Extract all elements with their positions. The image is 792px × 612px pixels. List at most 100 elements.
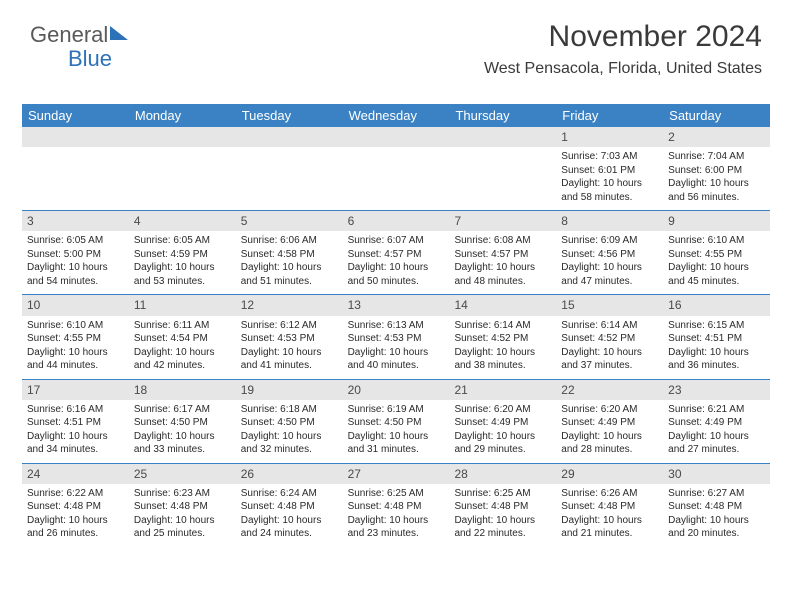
day-info-line: Sunrise: 6:08 AM: [454, 234, 551, 248]
day-info-line: Sunset: 4:57 PM: [454, 248, 551, 262]
day-info-line: and 53 minutes.: [134, 275, 231, 289]
weekday-header-row: SundayMondayTuesdayWednesdayThursdayFrid…: [22, 104, 770, 127]
calendar-week: 17Sunrise: 6:16 AMSunset: 4:51 PMDayligh…: [22, 379, 770, 463]
day-number: 9: [663, 211, 770, 231]
calendar-week: 1Sunrise: 7:03 AMSunset: 6:01 PMDaylight…: [22, 127, 770, 210]
day-info-line: Sunrise: 6:06 AM: [241, 234, 338, 248]
day-number: 4: [129, 211, 236, 231]
day-info-line: Daylight: 10 hours: [134, 430, 231, 444]
day-info-line: and 21 minutes.: [561, 527, 658, 541]
calendar-day: 5Sunrise: 6:06 AMSunset: 4:58 PMDaylight…: [236, 211, 343, 294]
day-info-line: Sunrise: 6:14 AM: [454, 319, 551, 333]
logo-text-general: General: [30, 22, 108, 48]
calendar-day: 30Sunrise: 6:27 AMSunset: 4:48 PMDayligh…: [663, 464, 770, 547]
day-info-line: and 23 minutes.: [348, 527, 445, 541]
day-info-line: Sunrise: 6:13 AM: [348, 319, 445, 333]
day-info-line: Daylight: 10 hours: [241, 430, 338, 444]
day-number: 19: [236, 380, 343, 400]
day-number: 13: [343, 295, 450, 315]
day-info-line: Daylight: 10 hours: [668, 346, 765, 360]
day-info-line: Daylight: 10 hours: [348, 346, 445, 360]
day-info-line: Sunset: 6:00 PM: [668, 164, 765, 178]
day-info-line: Daylight: 10 hours: [241, 346, 338, 360]
day-number: [343, 127, 450, 147]
day-info-line: Sunset: 4:49 PM: [454, 416, 551, 430]
logo-text-blue: Blue: [68, 46, 112, 72]
day-info-line: Daylight: 10 hours: [668, 514, 765, 528]
day-info-line: and 56 minutes.: [668, 191, 765, 205]
calendar-day: 20Sunrise: 6:19 AMSunset: 4:50 PMDayligh…: [343, 380, 450, 463]
day-info-line: Sunset: 4:48 PM: [561, 500, 658, 514]
day-number: 23: [663, 380, 770, 400]
day-info-line: Sunrise: 6:21 AM: [668, 403, 765, 417]
day-info-line: and 42 minutes.: [134, 359, 231, 373]
day-info-line: Sunset: 4:50 PM: [348, 416, 445, 430]
day-info-line: Sunset: 5:00 PM: [27, 248, 124, 262]
day-info-line: Daylight: 10 hours: [134, 514, 231, 528]
calendar-day: 22Sunrise: 6:20 AMSunset: 4:49 PMDayligh…: [556, 380, 663, 463]
day-info-line: Sunrise: 6:25 AM: [348, 487, 445, 501]
calendar-day: 4Sunrise: 6:05 AMSunset: 4:59 PMDaylight…: [129, 211, 236, 294]
day-info-line: and 51 minutes.: [241, 275, 338, 289]
title-location: West Pensacola, Florida, United States: [484, 60, 762, 78]
day-info-line: Sunset: 4:51 PM: [668, 332, 765, 346]
day-info-line: and 33 minutes.: [134, 443, 231, 457]
calendar-day: 26Sunrise: 6:24 AMSunset: 4:48 PMDayligh…: [236, 464, 343, 547]
calendar-week: 3Sunrise: 6:05 AMSunset: 5:00 PMDaylight…: [22, 210, 770, 294]
weekday-header: Tuesday: [236, 104, 343, 127]
day-info-line: Sunrise: 6:23 AM: [134, 487, 231, 501]
day-info-line: Sunset: 4:51 PM: [27, 416, 124, 430]
day-number: 1: [556, 127, 663, 147]
calendar-day: 27Sunrise: 6:25 AMSunset: 4:48 PMDayligh…: [343, 464, 450, 547]
weekday-header: Saturday: [663, 104, 770, 127]
day-info-line: Sunset: 4:48 PM: [668, 500, 765, 514]
calendar-day: [343, 127, 450, 210]
day-info-line: and 44 minutes.: [27, 359, 124, 373]
day-info-line: Daylight: 10 hours: [27, 514, 124, 528]
day-info-line: Sunset: 4:52 PM: [561, 332, 658, 346]
day-info-line: Sunrise: 6:20 AM: [454, 403, 551, 417]
weekday-header: Thursday: [449, 104, 556, 127]
day-info-line: Sunrise: 6:20 AM: [561, 403, 658, 417]
weekday-header: Sunday: [22, 104, 129, 127]
day-info-line: Daylight: 10 hours: [241, 514, 338, 528]
day-info-line: Sunrise: 6:11 AM: [134, 319, 231, 333]
day-info-line: Sunrise: 6:17 AM: [134, 403, 231, 417]
day-number: 2: [663, 127, 770, 147]
day-info-line: and 25 minutes.: [134, 527, 231, 541]
day-info-line: Sunrise: 6:18 AM: [241, 403, 338, 417]
day-number: 6: [343, 211, 450, 231]
day-info-line: Sunrise: 6:19 AM: [348, 403, 445, 417]
day-info-line: Sunrise: 6:22 AM: [27, 487, 124, 501]
day-info-line: Sunset: 4:59 PM: [134, 248, 231, 262]
day-info-line: Sunset: 4:58 PM: [241, 248, 338, 262]
day-info-line: and 20 minutes.: [668, 527, 765, 541]
day-info-line: Daylight: 10 hours: [454, 261, 551, 275]
calendar-day: 3Sunrise: 6:05 AMSunset: 5:00 PMDaylight…: [22, 211, 129, 294]
day-info-line: Sunrise: 6:09 AM: [561, 234, 658, 248]
day-info-line: Daylight: 10 hours: [668, 261, 765, 275]
day-number: 26: [236, 464, 343, 484]
day-info-line: Sunrise: 6:16 AM: [27, 403, 124, 417]
day-info-line: and 40 minutes.: [348, 359, 445, 373]
calendar-day: 21Sunrise: 6:20 AMSunset: 4:49 PMDayligh…: [449, 380, 556, 463]
day-number: 3: [22, 211, 129, 231]
calendar-week: 10Sunrise: 6:10 AMSunset: 4:55 PMDayligh…: [22, 294, 770, 378]
calendar-day: 25Sunrise: 6:23 AMSunset: 4:48 PMDayligh…: [129, 464, 236, 547]
day-info-line: and 38 minutes.: [454, 359, 551, 373]
calendar-day: 8Sunrise: 6:09 AMSunset: 4:56 PMDaylight…: [556, 211, 663, 294]
calendar-day: 2Sunrise: 7:04 AMSunset: 6:00 PMDaylight…: [663, 127, 770, 210]
day-info-line: Sunset: 4:57 PM: [348, 248, 445, 262]
day-number: 27: [343, 464, 450, 484]
day-number: 15: [556, 295, 663, 315]
day-info-line: Sunrise: 6:14 AM: [561, 319, 658, 333]
day-number: 21: [449, 380, 556, 400]
calendar-day: 23Sunrise: 6:21 AMSunset: 4:49 PMDayligh…: [663, 380, 770, 463]
day-info-line: Sunset: 4:56 PM: [561, 248, 658, 262]
day-number: [22, 127, 129, 147]
calendar-day: 1Sunrise: 7:03 AMSunset: 6:01 PMDaylight…: [556, 127, 663, 210]
day-number: 16: [663, 295, 770, 315]
day-number: 10: [22, 295, 129, 315]
day-number: 14: [449, 295, 556, 315]
day-number: 11: [129, 295, 236, 315]
